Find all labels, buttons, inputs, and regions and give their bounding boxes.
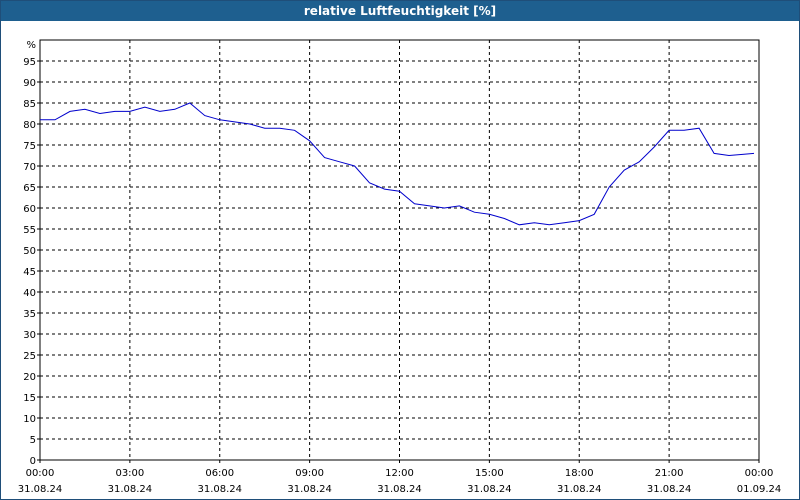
x-tick-date-label: 31.08.24 (557, 484, 602, 495)
humidity-series-line (40, 102, 755, 226)
y-tick-label: 75 (23, 141, 36, 152)
y-tick-label: 10 (23, 414, 36, 425)
x-tick-date-label: 01.09.24 (737, 484, 782, 495)
x-tick-time-label: 18:00 (565, 468, 594, 479)
y-tick-label: 20 (23, 372, 36, 383)
y-tick-label: 35 (23, 309, 36, 320)
y-tick-label: 45 (23, 267, 36, 278)
x-tick-time-label: 00:00 (26, 468, 55, 479)
x-tick-date-label: 31.08.24 (108, 484, 153, 495)
x-axis-ticks: 00:00 31.08.24 03:00 31.08.24 06:00 31.08.24 0… (18, 460, 782, 495)
x-tick-date-label: 31.08.24 (647, 484, 692, 495)
y-tick-label: 0 (30, 456, 36, 467)
y-axis-ticks: 0 5 10 15 20 25 30 35 40 45 50 55 60 65 70 75 80 85 90 95 (23, 57, 40, 467)
y-axis-unit-label: % (26, 40, 36, 51)
x-tick-date-label: 31.08.24 (467, 484, 512, 495)
x-tick-time-label: 00:00 (745, 468, 774, 479)
y-tick-label: 5 (30, 435, 36, 446)
x-tick-time-label: 15:00 (475, 468, 504, 479)
y-tick-label: 25 (23, 351, 36, 362)
x-tick-time-label: 06:00 (205, 468, 234, 479)
x-tick-time-label: 12:00 (385, 468, 414, 479)
y-tick-label: 30 (23, 330, 36, 341)
y-tick-label: 55 (23, 225, 36, 236)
y-tick-label: 60 (23, 204, 36, 215)
y-tick-label: 95 (23, 57, 36, 68)
x-tick-time-label: 03:00 (115, 468, 144, 479)
y-tick-label: 50 (23, 246, 36, 257)
grid-lines (40, 40, 759, 460)
x-tick-date-label: 31.08.24 (18, 484, 63, 495)
chart-title: relative Luftfeuchtigkeit [%] (1, 1, 799, 21)
x-tick-date-label: 31.08.24 (197, 484, 242, 495)
y-tick-label: 80 (23, 120, 36, 131)
x-tick-time-label: 21:00 (655, 468, 684, 479)
y-tick-label: 65 (23, 183, 36, 194)
x-tick-date-label: 31.08.24 (287, 484, 332, 495)
y-tick-label: 70 (23, 162, 36, 173)
y-tick-label: 15 (23, 393, 36, 404)
y-tick-label: 40 (23, 288, 36, 299)
y-tick-label: 90 (23, 78, 36, 89)
x-tick-time-label: 09:00 (295, 468, 324, 479)
y-tick-label: 85 (23, 99, 36, 110)
x-tick-date-label: 31.08.24 (377, 484, 422, 495)
